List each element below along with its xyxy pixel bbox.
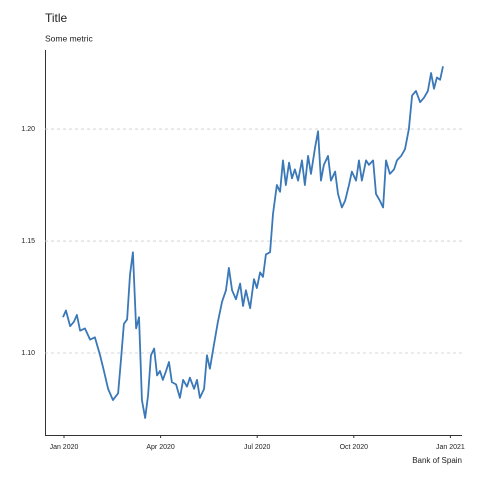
chart-subtitle: Some metric <box>45 33 93 43</box>
x-tick-label: Apr 2020 <box>146 444 175 451</box>
chart-title: Title <box>45 11 68 25</box>
x-tick-label: Oct 2020 <box>340 444 369 451</box>
y-tick-label: 1.10 <box>21 350 35 357</box>
source: Bank of Spain <box>412 456 462 465</box>
x-tick-label: Jan 2021 <box>436 444 465 451</box>
y-tick-label: 1.15 <box>21 238 35 245</box>
x-tick-label: Jul 2020 <box>244 444 271 451</box>
line <box>62 66 444 419</box>
y-tick-label: 1.20 <box>21 126 35 133</box>
x-tick-label: Jan 2020 <box>50 444 79 451</box>
